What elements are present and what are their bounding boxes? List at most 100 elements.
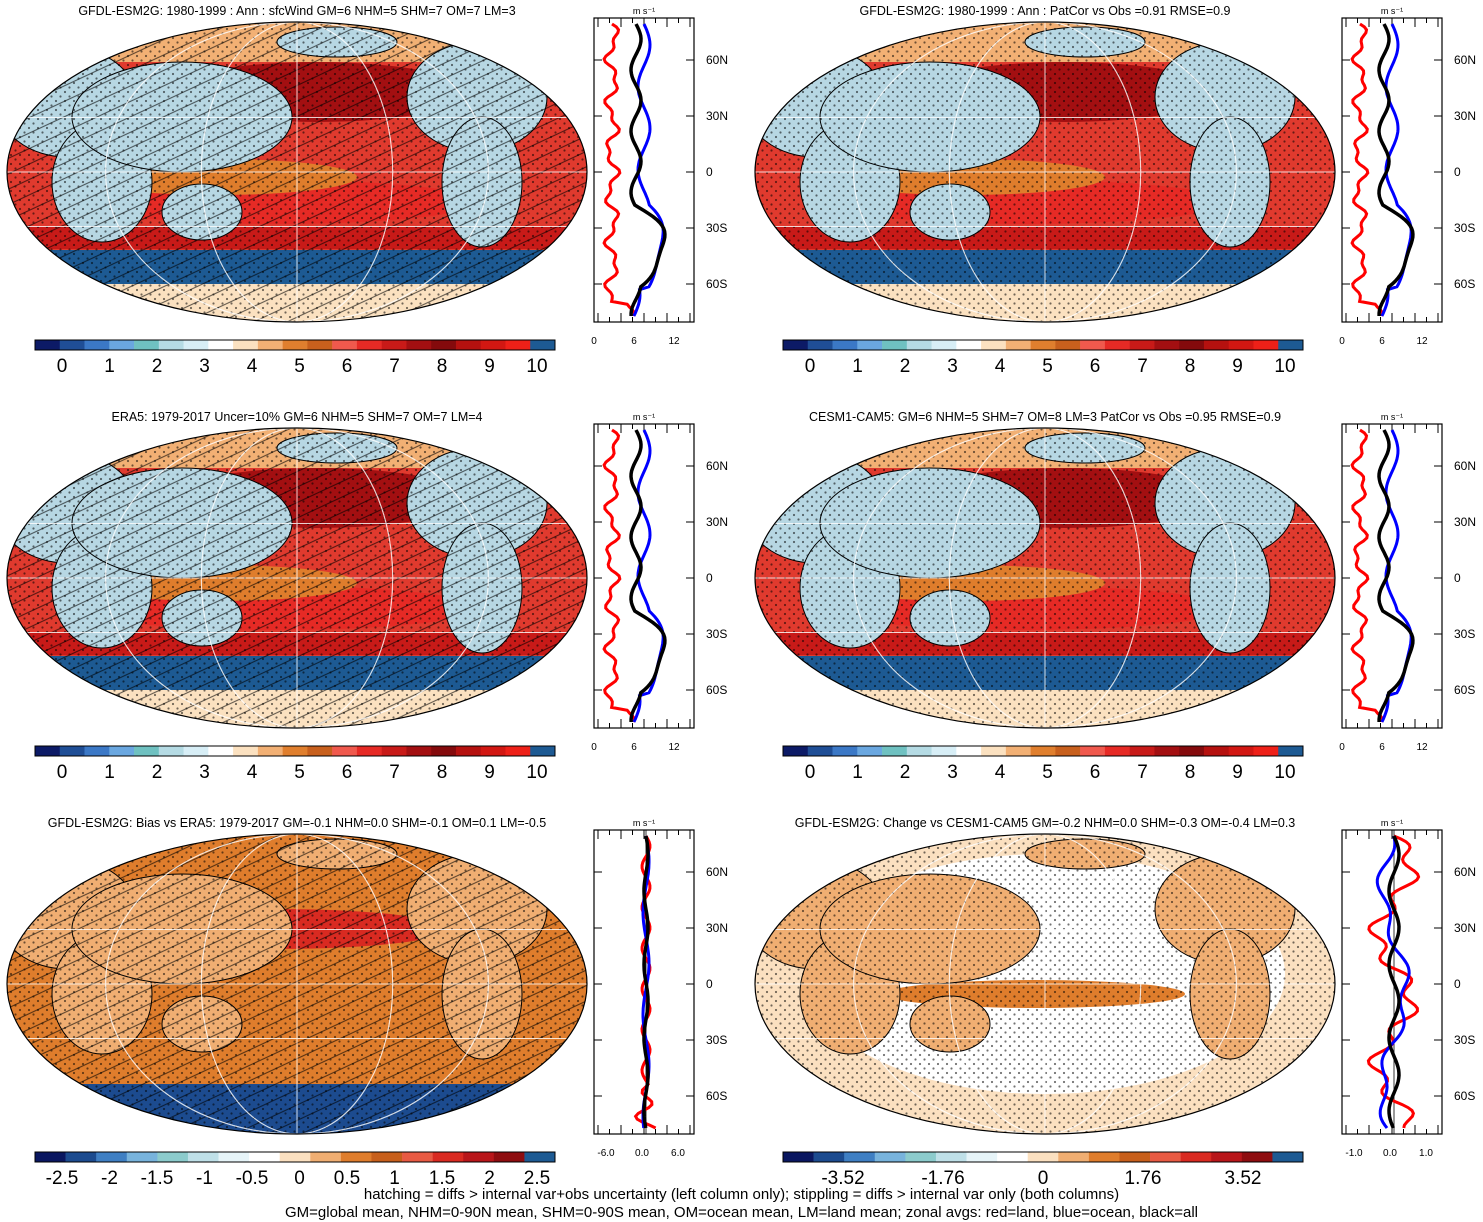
colorbar-swatch [1154, 340, 1180, 350]
colorbar-label: 6 [342, 762, 353, 783]
profile-unit: m s⁻¹ [1381, 6, 1403, 16]
profile-line-land [602, 22, 637, 317]
colorbar-swatch [84, 340, 110, 350]
colorbar-swatch [1119, 1152, 1151, 1162]
colorbar-swatch [183, 340, 209, 350]
colorbar-swatch [931, 340, 957, 350]
colorbar-swatch [158, 340, 184, 350]
colorbar-swatch [1278, 746, 1304, 756]
colorbar-label: 4 [247, 356, 258, 377]
profile-line-all [629, 23, 667, 316]
colorbar-label: 4 [247, 762, 258, 783]
panel-p2: GFDL-ESM2G: 1980-1999 : Ann : PatCor vs … [754, 4, 1476, 377]
colorbar-swatch [134, 746, 160, 756]
colorbar-label: 1.76 [1125, 1168, 1162, 1189]
lat-label: 0 [1454, 977, 1461, 991]
zonal-profile: m s⁻¹ 60N 30N 0 30S 60S 0 6 12 [1339, 412, 1476, 753]
colorbar-swatch [431, 340, 457, 350]
colorbar-swatch [371, 1152, 403, 1162]
colorbar-swatch [282, 340, 308, 350]
profile-line-all [629, 429, 667, 722]
lat-label: 30S [706, 1033, 727, 1047]
colorbar-swatch [1055, 746, 1081, 756]
profile-line-land [1350, 22, 1385, 317]
colorbar-swatch [874, 1152, 906, 1162]
colorbar-swatch [905, 1152, 937, 1162]
colorbar-label: 1 [852, 356, 863, 377]
colorbar-swatch [882, 340, 908, 350]
colorbar-swatch [935, 1152, 967, 1162]
lat-label: 60S [1454, 683, 1475, 697]
colorbar-swatch [1005, 340, 1031, 350]
colorbar-swatch [493, 1152, 525, 1162]
zonal-profile: m s⁻¹ 60N 30N 0 30S 60S -1.0 0.0 1.0 [1341, 818, 1476, 1159]
map-border [6, 427, 588, 729]
colorbar-swatch [126, 1152, 158, 1162]
colorbar-swatch [35, 746, 61, 756]
colorbar: -2.5 -2 -1.5 -1 -0.5 0 0.5 1 1.5 2 2.5 [34, 1151, 556, 1189]
profile-xtick: 6 [631, 742, 637, 753]
colorbar-swatch [844, 1152, 876, 1162]
colorbar-label: 1 [852, 762, 863, 783]
colorbar-label: 0 [57, 762, 68, 783]
colorbar-swatch [1241, 1152, 1273, 1162]
colorbar-swatch [857, 746, 883, 756]
panel-title: GFDL-ESM2G: Change vs CESM1-CAM5 GM=-0.2… [795, 816, 1296, 830]
panel-title: ERA5: 1979-2017 Uncer=10% GM=6 NHM=5 SHM… [111, 410, 482, 424]
colorbar-label: 2 [484, 1168, 495, 1189]
colorbar-swatch [65, 1152, 97, 1162]
panel-title: GFDL-ESM2G: 1980-1999 : Ann : PatCor vs … [859, 4, 1230, 18]
lat-label: 60S [706, 277, 727, 291]
lat-label: 30S [706, 221, 727, 235]
lat-label: 60N [1454, 53, 1476, 67]
lat-label: 60S [706, 683, 727, 697]
colorbar-swatch [59, 746, 85, 756]
graticule [755, 22, 1335, 322]
colorbar-label: 10 [1274, 356, 1295, 377]
colorbar-swatch [882, 746, 908, 756]
colorbar-label: 4 [995, 356, 1006, 377]
profile-xtick: 0.0 [1383, 1148, 1397, 1159]
lat-label: 30S [1454, 627, 1475, 641]
colorbar-label: 9 [484, 762, 495, 783]
lat-label: 60N [706, 53, 728, 67]
colorbar-swatch [1129, 340, 1155, 350]
profile-xtick: 0 [1339, 336, 1345, 347]
zonal-profile: m s⁻¹ 60N 30N 0 30S 60S 0 6 12 [591, 412, 728, 753]
colorbar-swatch [157, 1152, 189, 1162]
lat-label: 30N [706, 921, 728, 935]
colorbar-swatch [1055, 340, 1081, 350]
profile-xtick: -1.0 [1345, 1148, 1363, 1159]
colorbar-swatch [59, 340, 85, 350]
colorbar-label: 8 [437, 356, 448, 377]
colorbar-swatch [1179, 746, 1205, 756]
colorbar-swatch [1253, 340, 1279, 350]
profile-line-all [1377, 23, 1415, 316]
colorbar-swatch [187, 1152, 219, 1162]
colorbar-swatch [463, 1152, 495, 1162]
lat-label: 30S [1454, 1033, 1475, 1047]
colorbar-swatch [109, 746, 135, 756]
panel-title: GFDL-ESM2G: Bias vs ERA5: 1979-2017 GM=-… [48, 816, 547, 830]
colorbar-label: 2.5 [524, 1168, 550, 1189]
lat-label: 30N [1454, 921, 1476, 935]
colorbar-swatch [282, 746, 308, 756]
profile-xtick: 6 [1379, 336, 1385, 347]
colorbar-swatch [249, 1152, 281, 1162]
profile-xtick: 0 [1339, 742, 1345, 753]
profile-line-land [602, 428, 637, 723]
colorbar-label: -1 [196, 1168, 213, 1189]
colorbar-label: 5 [1042, 356, 1053, 377]
colorbar-swatch [332, 340, 358, 350]
colorbar-label: -2 [101, 1168, 118, 1189]
zonal-profile: m s⁻¹ 60N 30N 0 30S 60S 0 6 12 [591, 6, 728, 347]
profile-xtick: 6.0 [671, 1148, 685, 1159]
colorbar-swatch [530, 340, 556, 350]
colorbar-label: 3 [199, 356, 210, 377]
colorbar-label: -2.5 [46, 1168, 79, 1189]
colorbar-label: 8 [437, 762, 448, 783]
colorbar-frame [782, 339, 1304, 351]
colorbar-label: 0.5 [334, 1168, 360, 1189]
colorbar-label: -0.5 [236, 1168, 269, 1189]
lat-label: 30N [706, 515, 728, 529]
